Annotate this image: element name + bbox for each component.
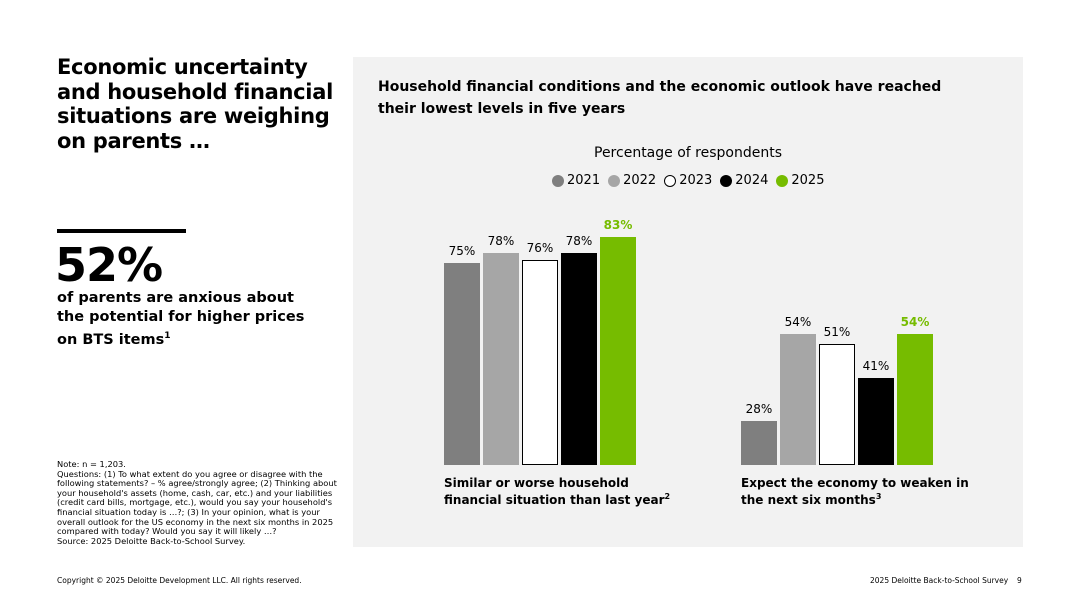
category-text: Expect the economy to weaken in the next… xyxy=(741,476,969,507)
source-text: Source: 2025 Deloitte Back-to-School Sur… xyxy=(57,535,246,546)
legend-swatch xyxy=(720,174,733,187)
page-number: 9 xyxy=(1017,576,1022,585)
legend-label: 2022 xyxy=(623,173,657,188)
bar-2025 xyxy=(600,236,636,465)
stat-description: of parents are anxious about the potenti… xyxy=(57,289,317,350)
footnote-ref: 1 xyxy=(164,331,171,341)
bar-2023 xyxy=(522,260,558,465)
bar-2021 xyxy=(444,263,480,465)
data-label: 51% xyxy=(823,325,851,340)
legend-label: 2021 xyxy=(567,173,601,188)
data-label: 75% xyxy=(448,244,476,259)
legend-swatch xyxy=(776,174,789,187)
legend-label: 2024 xyxy=(735,173,769,188)
bar-2024 xyxy=(858,377,894,465)
legend-item-2024: 2024 xyxy=(720,173,768,188)
legend-swatch xyxy=(552,174,564,187)
data-label: 54% xyxy=(784,314,812,329)
category-text: Similar or worse household financial sit… xyxy=(444,476,665,507)
notes: Note: n = 1,203. Questions: (1) To what … xyxy=(57,459,347,546)
bar-2025 xyxy=(897,333,933,465)
note-text: Note: n = 1,203. xyxy=(57,459,126,469)
legend-item-2021: 2021 xyxy=(552,173,600,188)
legend-swatch xyxy=(664,174,677,187)
chart-subtitle: Percentage of respondents xyxy=(594,145,782,161)
category-label: Similar or worse household financial sit… xyxy=(444,476,684,507)
data-label: 83% xyxy=(603,217,633,232)
data-label: 78% xyxy=(565,234,593,249)
copyright: Copyright © 2025 Deloitte Development LL… xyxy=(57,576,302,585)
data-label: 28% xyxy=(745,402,773,417)
legend-swatch xyxy=(608,174,621,187)
report-name: 2025 Deloitte Back-to-School Survey xyxy=(870,576,1009,585)
bar-2022 xyxy=(780,333,816,465)
bar-2021 xyxy=(741,421,777,465)
data-label: 54% xyxy=(900,314,930,329)
legend-item-2022: 2022 xyxy=(608,173,656,188)
legend-item-2025: 2025 xyxy=(776,173,824,188)
bar-2024 xyxy=(561,253,597,465)
bar-2022 xyxy=(483,253,519,465)
legend-label: 2023 xyxy=(679,173,713,188)
footnote-ref: 3 xyxy=(875,492,882,501)
divider xyxy=(57,229,186,233)
chart-title: Household financial conditions and the e… xyxy=(378,79,942,117)
data-label: 78% xyxy=(487,234,515,249)
stat-text: of parents are anxious about the potenti… xyxy=(57,290,305,348)
legend-label: 2025 xyxy=(791,173,825,188)
category-label: Expect the economy to weaken in the next… xyxy=(741,476,981,507)
questions-text: Questions: (1) To what extent do you agr… xyxy=(57,468,337,537)
bar-2023 xyxy=(819,344,855,465)
footnote-ref: 2 xyxy=(664,492,671,501)
legend-item-2023: 2023 xyxy=(664,173,712,188)
data-label: 41% xyxy=(862,358,890,373)
slide-title: Economic uncertainty and household finan… xyxy=(57,55,333,153)
stat-value: 52% xyxy=(55,238,163,292)
legend: 2021 2022 2023 2024 2025 xyxy=(552,173,824,188)
data-label: 76% xyxy=(526,241,554,256)
